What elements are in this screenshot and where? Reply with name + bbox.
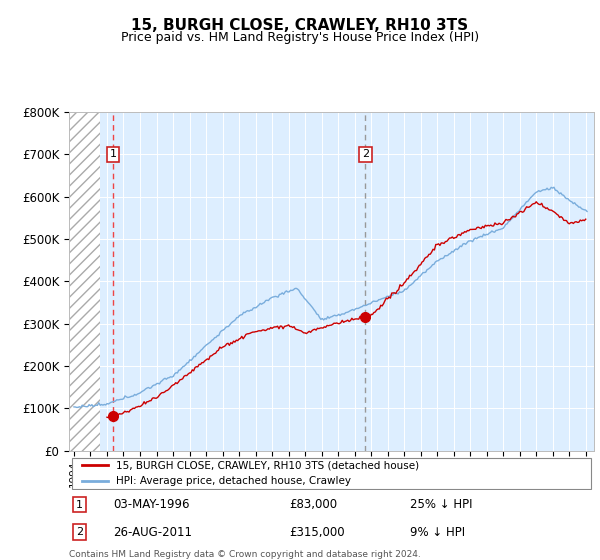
Text: £83,000: £83,000: [290, 498, 338, 511]
Text: Price paid vs. HM Land Registry's House Price Index (HPI): Price paid vs. HM Land Registry's House …: [121, 31, 479, 44]
Text: 15, BURGH CLOSE, CRAWLEY, RH10 3TS: 15, BURGH CLOSE, CRAWLEY, RH10 3TS: [131, 18, 469, 33]
Text: 1: 1: [76, 500, 83, 510]
Text: 15, BURGH CLOSE, CRAWLEY, RH10 3TS (detached house): 15, BURGH CLOSE, CRAWLEY, RH10 3TS (deta…: [116, 460, 419, 470]
Bar: [69, 112, 100, 451]
Text: Contains HM Land Registry data © Crown copyright and database right 2024.
This d: Contains HM Land Registry data © Crown c…: [69, 550, 421, 560]
Text: 2: 2: [76, 527, 83, 537]
Text: 25% ↓ HPI: 25% ↓ HPI: [410, 498, 473, 511]
Text: 1: 1: [110, 150, 116, 160]
Text: HPI: Average price, detached house, Crawley: HPI: Average price, detached house, Craw…: [116, 476, 351, 486]
Text: 03-MAY-1996: 03-MAY-1996: [113, 498, 190, 511]
Text: 26-AUG-2011: 26-AUG-2011: [113, 526, 193, 539]
Text: £315,000: £315,000: [290, 526, 345, 539]
Text: 2: 2: [362, 150, 369, 160]
Text: 9% ↓ HPI: 9% ↓ HPI: [410, 526, 466, 539]
FancyBboxPatch shape: [71, 458, 592, 489]
